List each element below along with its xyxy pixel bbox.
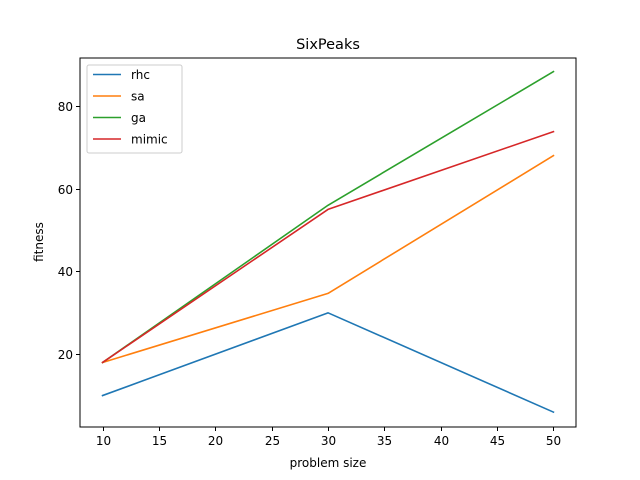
x-tick-label: 30 — [321, 434, 336, 448]
legend: rhc sa ga mimic — [86, 64, 183, 154]
legend-label-sa: sa — [131, 90, 145, 104]
x-tick-label: 15 — [152, 434, 167, 448]
x-tick-label: 50 — [546, 434, 561, 448]
y-tick-label: 80 — [58, 100, 73, 114]
x-axis-label: problem size — [290, 456, 367, 470]
legend-label-mimic: mimic — [131, 133, 168, 147]
plot-area-frame — [79, 57, 577, 428]
y-tick-label: 20 — [58, 348, 73, 362]
x-tick-label: 35 — [377, 434, 392, 448]
legend-label-rhc: rhc — [131, 68, 150, 82]
y-axis-ticks: 20 40 60 80 — [58, 100, 80, 362]
chart-title: SixPeaks — [296, 37, 360, 53]
series-line-ga — [101, 70, 555, 364]
series-line-rhc — [101, 312, 555, 414]
series-layer — [101, 70, 555, 414]
y-axis-label: fitness — [32, 222, 46, 262]
legend-box — [86, 64, 183, 154]
series-line-mimic — [101, 130, 555, 364]
x-tick-label: 45 — [490, 434, 505, 448]
x-tick-label: 10 — [96, 434, 111, 448]
y-tick-label: 60 — [58, 183, 73, 197]
legend-label-ga: ga — [131, 111, 146, 125]
series-line-sa — [101, 154, 555, 364]
x-tick-label: 20 — [208, 434, 223, 448]
x-axis-ticks: 10 15 20 25 30 35 40 45 50 — [96, 427, 561, 448]
x-tick-label: 40 — [434, 434, 449, 448]
y-tick-label: 40 — [58, 265, 73, 279]
x-tick-label: 25 — [265, 434, 280, 448]
